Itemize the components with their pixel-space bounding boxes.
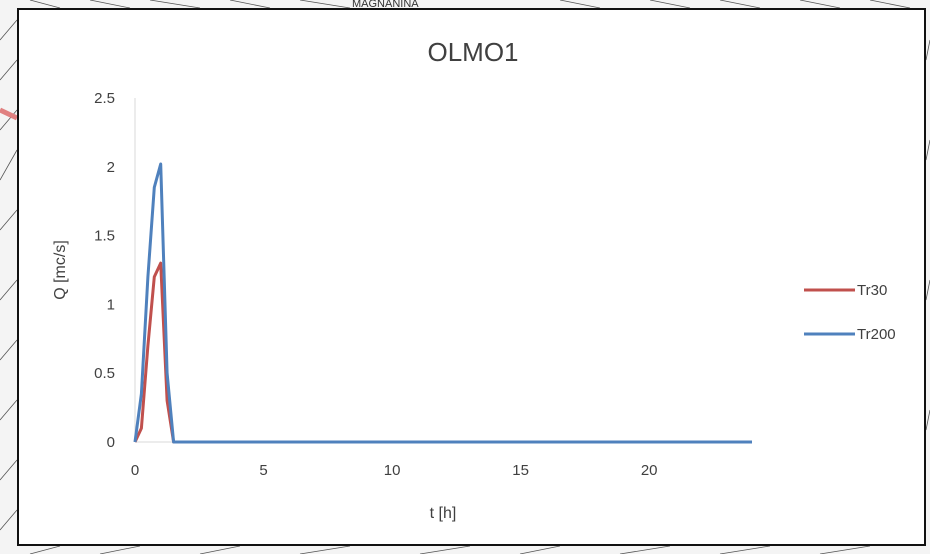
y-axis-title: Q [mc/s] [52,240,69,300]
y-tick-label: 1.5 [94,228,115,245]
chart-title: OLMO1 [427,37,518,67]
x-tick-label: 0 [131,462,139,479]
x-tick-label: 5 [259,462,267,479]
series-line-tr30 [133,261,752,444]
legend-label-tr200: Tr200 [857,326,896,343]
legend: Tr30 Tr200 [804,282,896,343]
y-tick-label: 2 [107,159,115,176]
y-tick-label: 2.5 [94,90,115,107]
y-tick-label: 1 [107,296,115,313]
y-tick-label: 0 [107,434,115,451]
y-tick-label: 0.5 [94,365,115,382]
series-lines [133,162,752,444]
x-tick-label: 15 [512,462,529,479]
chart-frame [17,8,926,546]
x-tick-label: 20 [641,462,658,479]
chart: OLMO1 0 0.5 1 1.5 2 2.5 0 5 10 15 20 t [h] Q [mc/… [52,37,896,522]
x-axis-title: t [h] [430,505,457,522]
series-line-tr200 [133,162,752,444]
legend-label-tr30: Tr30 [857,282,887,299]
x-tick-label: 10 [384,462,401,479]
x-tick-labels: 0 5 10 15 20 [131,462,658,479]
y-tick-labels: 0 0.5 1 1.5 2 2.5 [94,90,115,451]
map-label: MAGNANINA [352,0,419,10]
